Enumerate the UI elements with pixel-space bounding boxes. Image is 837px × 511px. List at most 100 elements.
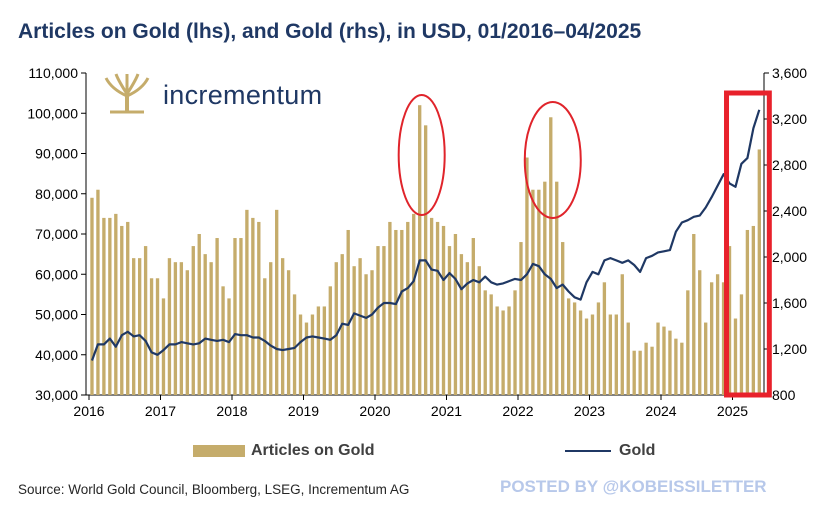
article-bar xyxy=(185,270,189,395)
annotations xyxy=(397,90,772,398)
article-bar xyxy=(447,246,452,395)
article-bar xyxy=(441,225,446,395)
article-bar xyxy=(602,282,607,395)
article-bar xyxy=(203,254,207,395)
article-bar xyxy=(698,270,702,395)
highlight-ellipse-2020 xyxy=(397,94,446,216)
article-bar xyxy=(715,274,720,395)
article-bar xyxy=(251,217,255,395)
article-bar xyxy=(632,350,636,395)
article-bar xyxy=(155,278,160,395)
legend-item-gold: Gold xyxy=(565,442,655,460)
article-bar xyxy=(382,246,386,395)
article-bar xyxy=(346,229,350,395)
article-bar xyxy=(161,298,166,395)
left-tick-label: 70,000 xyxy=(35,226,78,242)
article-bar xyxy=(495,306,499,395)
article-bar xyxy=(90,197,94,395)
highlight-ellipse-2022 xyxy=(523,101,582,219)
article-bar xyxy=(608,314,613,395)
article-bar xyxy=(543,181,547,395)
article-bar xyxy=(483,290,487,395)
x-tick-label: 2022 xyxy=(502,403,533,419)
article-bar xyxy=(257,221,261,395)
article-bar xyxy=(108,217,112,395)
article-bar xyxy=(191,246,195,395)
article-bar xyxy=(96,189,100,395)
left-tick-label: 90,000 xyxy=(35,146,78,162)
article-bar xyxy=(626,322,630,395)
left-tick-label: 60,000 xyxy=(35,266,78,282)
article-bar xyxy=(692,234,696,395)
article-bar xyxy=(280,258,285,395)
left-tick-label: 100,000 xyxy=(27,105,78,121)
article-bar xyxy=(721,282,726,395)
article-bar xyxy=(751,225,756,395)
x-tick-label: 2018 xyxy=(216,403,247,419)
x-tick-label: 2019 xyxy=(288,403,319,419)
x-tick-label: 2017 xyxy=(145,403,176,419)
bars-series xyxy=(90,105,761,396)
article-bar xyxy=(418,105,422,395)
legend-label-gold: Gold xyxy=(619,442,656,459)
article-bar xyxy=(471,238,475,395)
article-bar xyxy=(572,302,577,395)
right-tick-label: 2,800 xyxy=(772,157,807,173)
article-bar xyxy=(590,314,595,395)
article-bar xyxy=(269,262,273,395)
article-bar xyxy=(292,294,297,395)
article-bar xyxy=(316,306,321,395)
article-bar xyxy=(227,298,231,395)
article-bar xyxy=(596,302,601,395)
article-bar xyxy=(644,342,648,395)
article-bar xyxy=(400,229,404,395)
article-bar xyxy=(561,242,565,395)
x-tick-label: 2020 xyxy=(359,403,390,419)
article-bar xyxy=(209,262,213,395)
right-tick-label: 1,200 xyxy=(772,341,807,357)
article-bar xyxy=(412,213,416,395)
article-bar xyxy=(525,157,529,395)
article-bar xyxy=(143,246,148,395)
article-bar xyxy=(507,306,511,395)
article-bar xyxy=(245,209,249,395)
article-bar xyxy=(477,266,481,395)
article-bar xyxy=(501,310,505,395)
article-bar xyxy=(173,262,178,395)
x-tick-label: 2016 xyxy=(73,403,104,419)
article-bar xyxy=(394,229,398,395)
article-bar xyxy=(310,314,315,395)
bar-swatch-icon xyxy=(193,445,245,457)
article-bar xyxy=(459,254,464,395)
article-bar xyxy=(132,258,136,395)
article-bar xyxy=(465,262,470,395)
brand-name: incrementum xyxy=(163,80,323,110)
article-bar xyxy=(352,266,356,395)
article-bar xyxy=(334,262,338,395)
article-bar xyxy=(275,209,279,395)
legend: Articles on Gold Gold xyxy=(0,442,837,466)
article-bar xyxy=(662,326,666,395)
left-tick-label: 40,000 xyxy=(35,347,78,363)
gold-line-series xyxy=(90,109,761,361)
right-tick-label: 800 xyxy=(772,387,796,403)
x-tick-label: 2021 xyxy=(431,403,462,419)
article-bar xyxy=(358,258,362,395)
article-bar xyxy=(406,221,410,395)
article-bar xyxy=(566,298,571,395)
article-bar xyxy=(149,278,154,395)
article-bar xyxy=(263,278,267,395)
article-bar xyxy=(435,221,440,395)
article-bar xyxy=(197,234,201,395)
article-bar xyxy=(727,246,732,395)
article-bar xyxy=(584,318,589,395)
article-bar xyxy=(757,149,761,395)
article-bar xyxy=(733,318,738,395)
article-bar xyxy=(513,290,517,395)
x-tick-label: 2025 xyxy=(717,403,748,419)
article-bar xyxy=(114,213,118,395)
article-bar xyxy=(286,270,291,395)
highlight-rectangle-2025 xyxy=(724,90,772,398)
article-bar xyxy=(364,274,368,395)
